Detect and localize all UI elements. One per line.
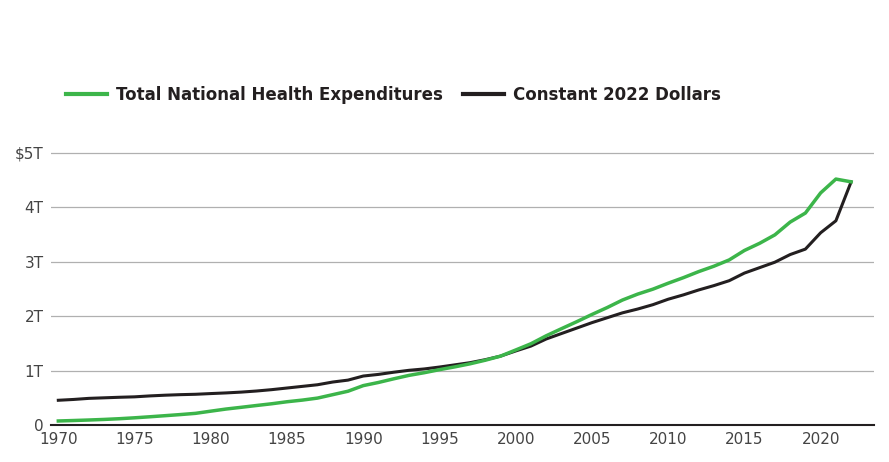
Legend: Total National Health Expenditures, Constant 2022 Dollars: Total National Health Expenditures, Cons… (59, 79, 727, 111)
